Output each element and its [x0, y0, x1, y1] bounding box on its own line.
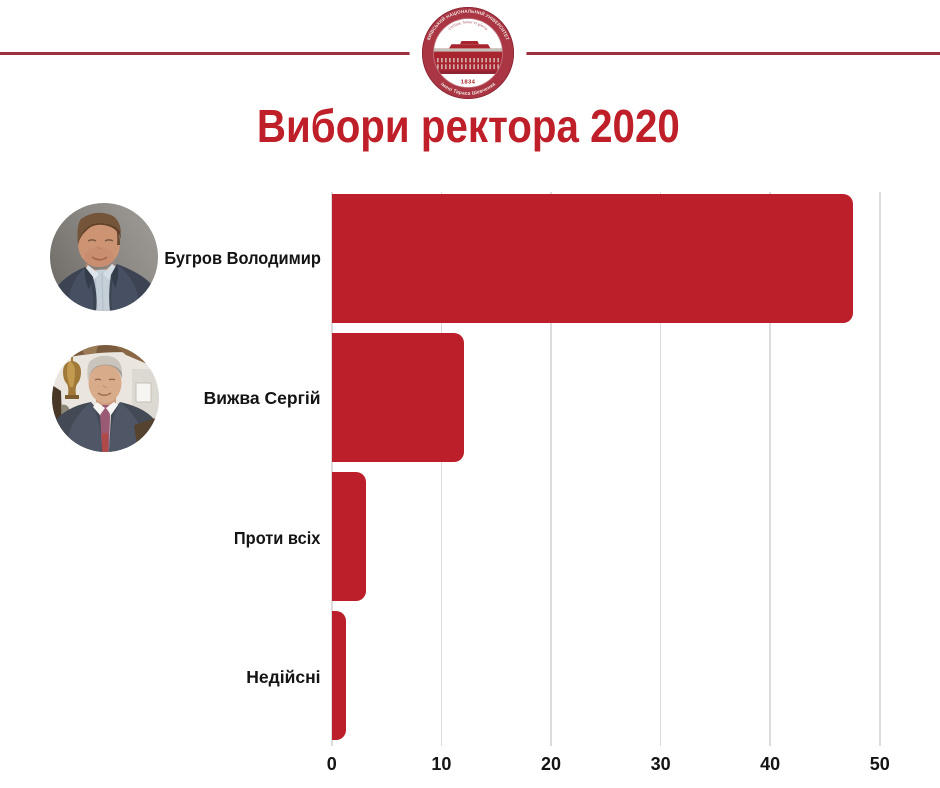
svg-text:1834: 1834 [461, 80, 476, 86]
